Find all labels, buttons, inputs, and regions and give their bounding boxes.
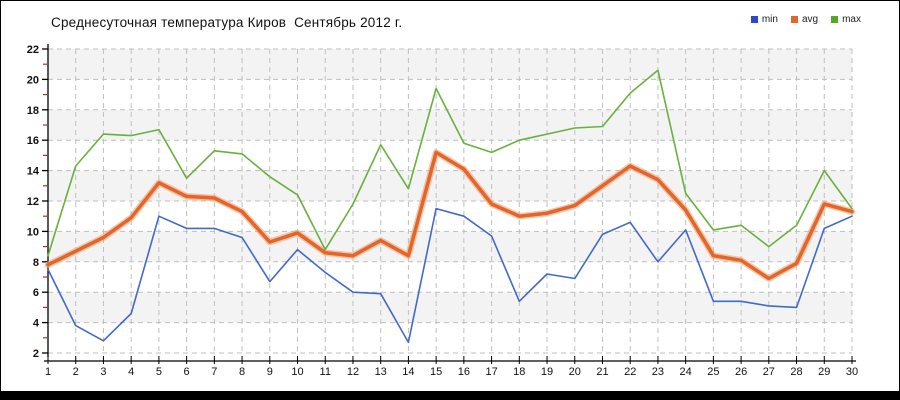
svg-text:22: 22 — [624, 366, 636, 378]
svg-text:27: 27 — [763, 366, 775, 378]
svg-text:2: 2 — [33, 348, 39, 360]
background-bands — [48, 49, 852, 323]
svg-text:12: 12 — [27, 196, 39, 208]
svg-text:9: 9 — [267, 366, 273, 378]
svg-text:19: 19 — [541, 366, 553, 378]
svg-text:22: 22 — [27, 44, 39, 56]
svg-text:29: 29 — [818, 366, 830, 378]
svg-text:1: 1 — [45, 366, 51, 378]
svg-text:21: 21 — [596, 366, 608, 378]
legend-label: min — [761, 14, 778, 25]
svg-text:28: 28 — [790, 366, 802, 378]
series-avg-line — [44, 149, 856, 282]
svg-text:5: 5 — [156, 366, 162, 378]
legend-item-avg: avg — [790, 14, 819, 25]
legend-item-min: min — [750, 14, 778, 25]
legend-swatch-max — [831, 16, 839, 23]
svg-text:14: 14 — [27, 166, 40, 178]
svg-text:12: 12 — [347, 366, 359, 378]
svg-text:4: 4 — [128, 366, 134, 378]
svg-text:10: 10 — [27, 226, 39, 238]
svg-text:6: 6 — [33, 287, 39, 299]
series-max-line — [47, 69, 853, 257]
svg-text:8: 8 — [33, 257, 39, 269]
x-axis: 1 2 3 4 5 6 7 8 9 10 11 12 13 14 15 16 17 18 19 20 21 22 23 24 2… — [44, 356, 858, 378]
svg-text:20: 20 — [569, 366, 581, 378]
svg-text:6: 6 — [184, 366, 190, 378]
svg-text:18: 18 — [513, 366, 525, 378]
svg-text:23: 23 — [652, 366, 664, 378]
svg-text:16: 16 — [27, 135, 39, 147]
svg-text:14: 14 — [402, 366, 414, 378]
svg-text:11: 11 — [320, 366, 331, 378]
svg-text:2: 2 — [73, 366, 79, 378]
legend-item-max: max — [831, 14, 861, 25]
legend-swatch-min — [750, 16, 758, 23]
bottom-bar — [1, 391, 899, 399]
gridlines — [47, 48, 853, 354]
svg-text:15: 15 — [430, 366, 442, 378]
svg-text:30: 30 — [846, 366, 858, 378]
svg-text:8: 8 — [239, 366, 245, 378]
svg-text:3: 3 — [100, 366, 106, 378]
svg-text:13: 13 — [375, 366, 387, 378]
svg-text:4: 4 — [33, 318, 40, 330]
svg-text:7: 7 — [211, 366, 217, 378]
svg-text:16: 16 — [458, 366, 470, 378]
svg-text:17: 17 — [485, 366, 497, 378]
chart-title: Среднесуточная температура Киров Сентябр… — [51, 15, 403, 30]
svg-text:18: 18 — [27, 105, 39, 117]
svg-text:20: 20 — [27, 74, 39, 86]
svg-text:24: 24 — [680, 366, 692, 378]
legend-label: avg — [801, 14, 819, 25]
legend-label: max — [842, 14, 861, 25]
legend-swatch-avg — [790, 16, 798, 23]
series-min-line — [47, 207, 853, 344]
svg-text:26: 26 — [735, 366, 747, 378]
y-axis: 2 4 6 8 10 12 14 16 18 20 22 — [27, 44, 49, 360]
svg-text:10: 10 — [291, 366, 303, 378]
svg-text:25: 25 — [707, 366, 719, 378]
legend: min avg max — [750, 14, 861, 25]
